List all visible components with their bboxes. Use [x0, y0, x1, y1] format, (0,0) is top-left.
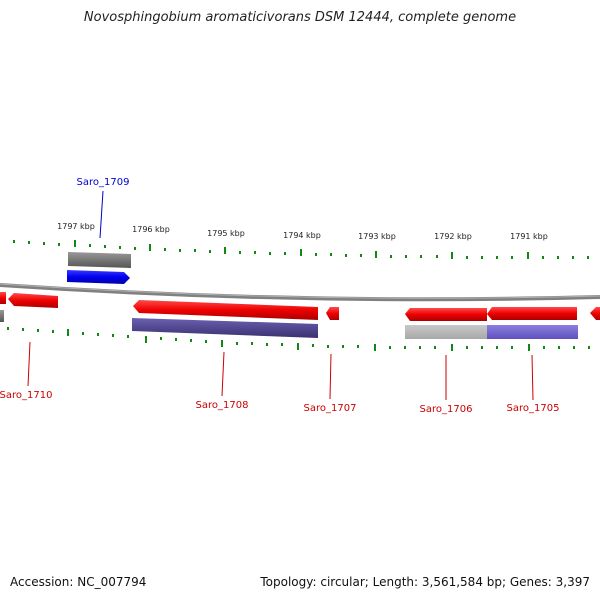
kbp-label: 1792 kbp: [434, 232, 472, 241]
label-saro-1705[interactable]: Saro_1705: [507, 403, 560, 414]
gene-saro-1705[interactable]: [487, 307, 577, 320]
genome-title: Novosphingobium aromaticivorans DSM 1244…: [83, 10, 517, 25]
leader-saro-1708: [221, 351, 225, 397]
kbp-label: 1791 kbp: [510, 232, 548, 241]
purple-feature-1705: [487, 325, 578, 339]
gene-saro-1710[interactable]: [8, 293, 58, 308]
label-saro-1709[interactable]: Saro_1709: [77, 177, 130, 188]
label-saro-1710[interactable]: Saro_1710: [0, 390, 52, 401]
gene-saro-1708[interactable]: [133, 300, 318, 320]
label-saro-1706[interactable]: Saro_1706: [420, 404, 473, 415]
gene-fragment-right[interactable]: [590, 307, 600, 320]
gene-saro-1709[interactable]: [67, 270, 130, 284]
kbp-label: 1795 kbp: [207, 229, 245, 238]
genome-summary-text: Topology: circular; Length: 3,561,584 bp…: [260, 575, 590, 589]
leader-saro-1707: [329, 353, 332, 400]
gene-saro-1706[interactable]: [405, 308, 487, 321]
genome-backbone: [0, 283, 600, 302]
gene-fragment-left[interactable]: [0, 292, 6, 304]
grey-feature-left: [0, 310, 4, 322]
grey-feature-1706: [405, 325, 487, 339]
lower-tick-track: [7, 327, 590, 351]
kbp-label: 1794 kbp: [283, 231, 321, 240]
kbp-label: 1793 kbp: [358, 232, 396, 241]
accession-text: Accession: NC_007794: [10, 575, 147, 589]
leader-saro-1709: [99, 190, 104, 239]
gene-saro-1707[interactable]: [326, 307, 339, 320]
grey-feature-upper: [68, 252, 131, 268]
purple-feature-1708: [132, 318, 318, 338]
kbp-label: 1796 kbp: [132, 225, 170, 234]
label-saro-1708[interactable]: Saro_1708: [196, 400, 249, 411]
kbp-label: 1797 kbp: [57, 222, 95, 231]
label-saro-1707[interactable]: Saro_1707: [304, 403, 357, 414]
leader-saro-1705: [531, 354, 534, 401]
kbp-scale: 1797 kbp 1796 kbp 1795 kbp 1794 kbp 1793…: [57, 222, 548, 241]
leader-saro-1710: [27, 341, 31, 387]
upper-tick-track: [13, 240, 589, 259]
